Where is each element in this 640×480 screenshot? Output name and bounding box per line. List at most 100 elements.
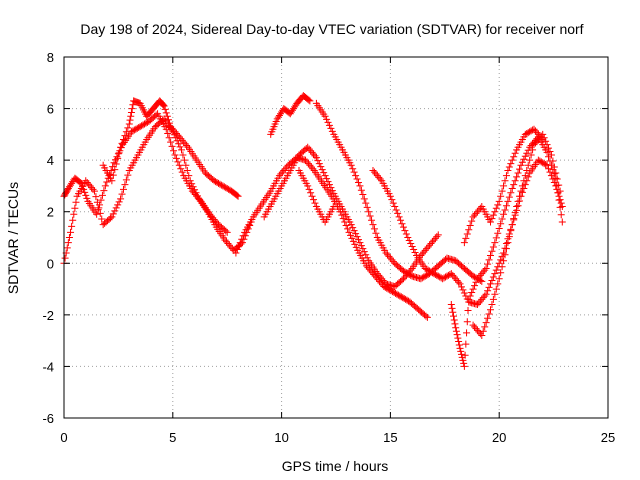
data-point-interp: [180, 156, 188, 164]
data-point-interp: [310, 150, 318, 158]
data-point: [473, 301, 481, 309]
data-point: [90, 187, 98, 195]
data-point-interp: [129, 127, 137, 135]
data-point-interp: [96, 201, 104, 209]
data-point-interp: [217, 181, 225, 189]
data-point-interp: [235, 242, 243, 250]
data-point-interp: [194, 194, 202, 202]
data-point-interp: [434, 272, 442, 280]
data-point: [513, 203, 521, 211]
data-point-interp: [486, 252, 494, 260]
data-point-interp: [457, 350, 465, 358]
data-point-interp: [161, 105, 169, 113]
data-point-interp: [472, 209, 480, 217]
data-point-interp: [394, 291, 402, 299]
data-point-interp: [349, 224, 357, 232]
data-point-interp: [451, 320, 459, 328]
data-point-interp: [545, 144, 553, 152]
data-point-interp: [233, 246, 241, 254]
data-point-interp: [462, 234, 470, 242]
data-point-interp: [318, 166, 326, 174]
data-point-interp: [368, 216, 376, 224]
data-point: [482, 264, 490, 272]
data-point-interp: [130, 126, 138, 134]
data-point-interp: [533, 129, 541, 137]
data-point-interp: [328, 127, 336, 135]
data-point-interp: [63, 244, 71, 252]
data-point-interp: [494, 280, 502, 288]
data-point-interp: [545, 153, 553, 161]
data-point-interp: [348, 234, 356, 242]
data-point-interp: [375, 271, 383, 279]
data-point-interp: [78, 182, 86, 190]
data-point-interp: [508, 221, 516, 229]
data-point-interp: [421, 272, 429, 280]
data-point-interp: [124, 171, 132, 179]
data-point-interp: [536, 157, 544, 165]
data-point-interp: [481, 266, 489, 274]
data-point-interp: [488, 301, 496, 309]
data-point-interp: [492, 234, 500, 242]
data-point: [136, 123, 144, 131]
data-point-interp: [471, 282, 479, 290]
data-point-interp: [424, 266, 432, 274]
data-point-interp: [236, 239, 244, 247]
data-point-interp: [96, 209, 104, 217]
data-point-interp: [182, 161, 190, 169]
data-point-interp: [557, 211, 565, 219]
data-point: [495, 197, 503, 205]
data-point-interp: [360, 195, 368, 203]
data-point-interp: [450, 312, 458, 320]
data-point-interp: [502, 202, 510, 210]
data-point-interp: [385, 252, 393, 260]
data-point-interp: [68, 222, 76, 230]
data-point-interp: [497, 192, 505, 200]
data-point-interp: [420, 273, 428, 281]
data-point-interp: [174, 131, 182, 139]
data-point-interp: [172, 154, 180, 162]
data-point: [160, 102, 168, 110]
data-point-interp: [172, 129, 180, 137]
data-point-interp: [407, 271, 415, 279]
data-point-interp: [314, 157, 322, 165]
data-point-interp: [98, 215, 106, 223]
data-point: [362, 262, 370, 270]
data-point-interp: [518, 188, 526, 196]
data-point-interp: [109, 171, 117, 179]
data-point: [469, 321, 477, 329]
data-point-interp: [170, 147, 178, 155]
data-point: [232, 249, 240, 257]
data-point-interp: [549, 157, 557, 165]
data-point-interp: [127, 108, 135, 116]
series-sat-track-8: [295, 166, 338, 226]
data-point: [530, 141, 538, 149]
data-point-interp: [442, 273, 450, 281]
data-point: [397, 293, 405, 301]
data-point-interp: [424, 243, 432, 251]
data-point-interp: [497, 256, 505, 264]
data-point: [178, 146, 186, 154]
series-sat-track-4: [232, 154, 431, 321]
data-point-interp: [498, 187, 506, 195]
data-point-interp: [175, 161, 183, 169]
data-point-interp: [305, 96, 313, 104]
data-point-interp: [485, 283, 493, 291]
data-point: [460, 239, 468, 247]
data-point-interp: [339, 215, 347, 223]
data-point-interp: [162, 109, 170, 117]
data-point: [439, 275, 447, 283]
data-point-interp: [407, 240, 415, 248]
data-point-interp: [307, 163, 315, 171]
data-point-interp: [393, 290, 401, 298]
data-point: [447, 270, 455, 278]
data-point-interp: [508, 156, 516, 164]
data-point-interp: [463, 329, 471, 337]
data-point-interp: [453, 331, 461, 339]
data-point-interp: [183, 142, 191, 150]
data-point-interp: [372, 170, 380, 178]
data-point-interp: [391, 289, 399, 297]
data-point-interp: [372, 229, 380, 237]
data-point-interp: [440, 274, 448, 282]
data-point-interp: [468, 217, 476, 225]
